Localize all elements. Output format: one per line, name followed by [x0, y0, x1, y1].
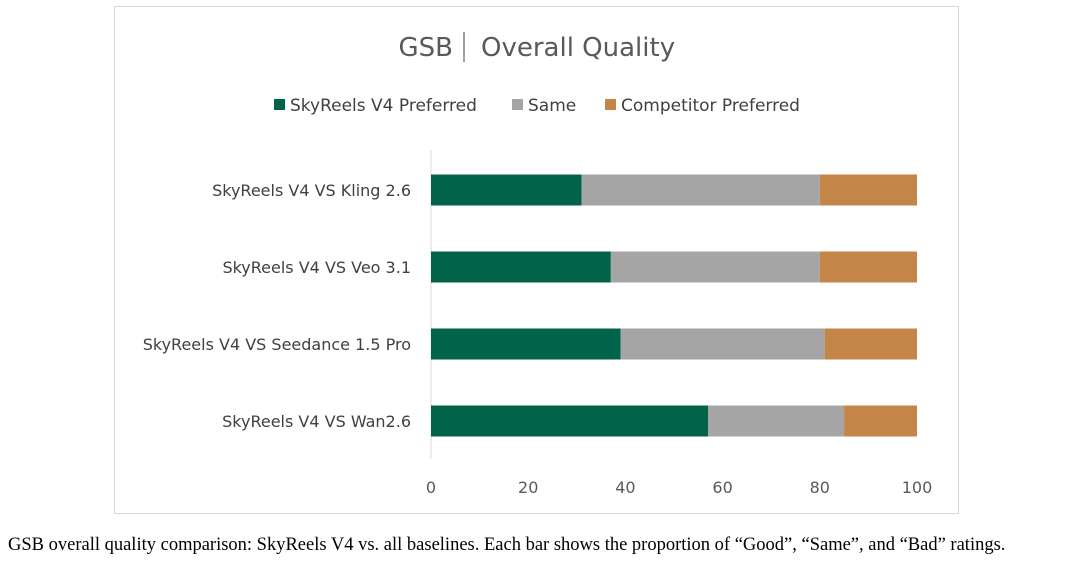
- chart-title-right: Overall Quality: [481, 33, 675, 63]
- x-tick-1: 20: [518, 478, 538, 497]
- figure-caption: GSB overall quality comparison: SkyReels…: [8, 535, 1006, 555]
- x-tick-0: 0: [426, 478, 436, 497]
- category-label-0: SkyReels V4 VS Kling 2.6: [212, 181, 411, 200]
- chart-svg: GSB Overall Quality SkyReels V4 Preferre…: [143, 32, 932, 497]
- bar-segment-0-2: [819, 174, 917, 206]
- bar-segment-0-0: [431, 174, 582, 206]
- bar-segment-2-0: [431, 328, 621, 360]
- category-labels: SkyReels V4 VS Kling 2.6 SkyReels V4 VS V…: [143, 181, 411, 431]
- bar-segment-2-1: [620, 328, 825, 360]
- legend-swatch-0: [274, 99, 285, 110]
- bar-segment-1-1: [610, 251, 820, 283]
- legend-label-0: SkyReels V4 Preferred: [290, 96, 477, 116]
- category-label-2: SkyReels V4 VS Seedance 1.5 Pro: [143, 335, 411, 354]
- legend: SkyReels V4 Preferred Same Competitor Pref…: [274, 96, 800, 116]
- bar-segment-2-2: [824, 328, 917, 360]
- category-label-3: SkyReels V4 VS Wan2.6: [222, 412, 411, 431]
- category-label-1: SkyReels V4 VS Veo 3.1: [222, 258, 411, 277]
- bar-segment-3-2: [844, 405, 917, 437]
- bar-segment-3-1: [708, 405, 845, 437]
- legend-label-2: Competitor Preferred: [621, 96, 800, 116]
- chart-title-left: GSB: [399, 33, 454, 63]
- x-tick-labels: 0 20 40 60 80 100: [426, 478, 932, 497]
- legend-swatch-1: [512, 99, 523, 110]
- legend-label-1: Same: [528, 96, 576, 116]
- bar-segment-1-0: [431, 251, 611, 283]
- legend-swatch-2: [605, 99, 616, 110]
- x-tick-5: 100: [902, 478, 933, 497]
- bar-segment-1-2: [819, 251, 917, 283]
- x-tick-2: 40: [615, 478, 635, 497]
- bars-group: [431, 174, 917, 437]
- bar-segment-3-0: [431, 405, 709, 437]
- bar-segment-0-1: [581, 174, 820, 206]
- chart-frame: GSB Overall Quality SkyReels V4 Preferre…: [114, 6, 959, 514]
- x-tick-3: 60: [712, 478, 732, 497]
- x-tick-4: 80: [810, 478, 830, 497]
